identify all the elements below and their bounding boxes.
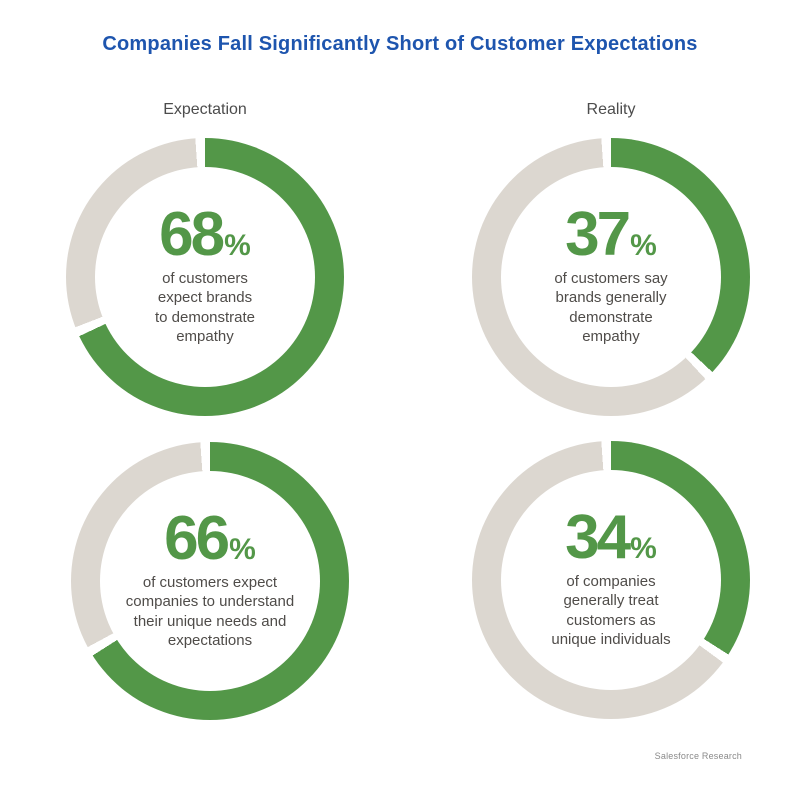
donut-description: of customers expect brands to demonstrat… xyxy=(154,269,256,346)
donut-chart-reality-empathy: 37% of customers say brands generally de… xyxy=(472,138,750,416)
donut-center: 68% of customers expect brands to demons… xyxy=(95,167,315,387)
percent-sign: % xyxy=(630,229,657,263)
donut-description: of companies generally treat customers a… xyxy=(551,572,671,649)
donut-center: 34% of companies generally treat custome… xyxy=(501,470,721,690)
donut-center: 66% of customers expect companies to und… xyxy=(100,471,320,691)
column-header-expectation: Expectation xyxy=(163,101,247,118)
source-credit: Salesforce Research xyxy=(654,751,742,761)
percent-sign: % xyxy=(224,229,251,263)
donut-chart-expectation-empathy: 68% of customers expect brands to demons… xyxy=(66,138,344,416)
percent-sign: % xyxy=(229,533,256,567)
percent-sign: % xyxy=(630,532,657,566)
donut-description: of customers say brands generally demons… xyxy=(554,269,668,346)
chart-title: Companies Fall Significantly Short of Cu… xyxy=(102,33,698,55)
percent-row: 34% xyxy=(565,507,657,569)
donut-center: 37% of customers say brands generally de… xyxy=(501,167,721,387)
donut-chart-expectation-unique-needs: 66% of customers expect companies to und… xyxy=(71,442,349,720)
percent-row: 68% xyxy=(159,204,251,266)
donut-chart-reality-unique-individuals: 34% of companies generally treat custome… xyxy=(472,441,750,719)
donut-description: of customers expect companies to underst… xyxy=(125,573,295,650)
percent-row: 37% xyxy=(565,204,657,266)
percent-value: 66 xyxy=(164,504,230,574)
percent-row: 66% xyxy=(164,508,256,570)
column-header-reality: Reality xyxy=(586,101,636,118)
percent-value: 34 xyxy=(565,503,631,573)
percent-value: 37 xyxy=(565,200,631,270)
percent-value: 68 xyxy=(159,200,225,270)
